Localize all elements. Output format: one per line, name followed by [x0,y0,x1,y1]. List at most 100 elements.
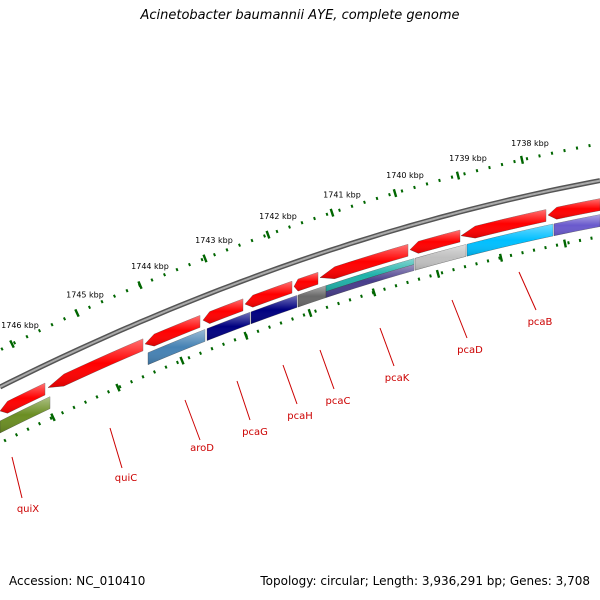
ruler-tick [112,294,117,298]
lower-tick [187,356,191,360]
lower-tick [199,351,202,355]
lower-major-tick [50,413,56,422]
ruler-label: 1740 kbp [386,171,424,180]
ruler-tick [463,172,466,176]
gene-label-leader [379,327,395,367]
ruler-major-tick [455,171,461,180]
lower-tick [291,317,294,321]
ruler-tick [438,178,441,183]
ruler-tick [225,248,229,252]
ruler-tick [500,162,504,167]
lower-tick [337,301,340,306]
lower-tick [14,433,19,437]
gene-feature-quiX-shade [0,396,50,433]
ruler-tick [0,347,4,351]
ruler-tick [188,262,191,267]
lower-tick [210,346,214,351]
gene-feature-red-shade [410,230,460,254]
lower-tick [49,416,53,420]
lower-tick [152,370,157,374]
genome-stats-text: Topology: circular; Length: 3,936,291 bp… [260,574,590,588]
lower-tick [302,313,306,317]
gene-label-leader [11,456,23,499]
ruler-tick [350,204,354,208]
gene-feature-red-shade [294,272,318,292]
lower-tick [268,325,271,329]
ruler-label: 1745 kbp [66,290,104,299]
lower-tick [256,329,260,334]
lower-tick [95,395,99,399]
gene-feature-pcaK-shade [326,258,414,292]
ruler-tick [25,334,29,339]
lower-tick [486,259,490,263]
lower-tick [383,287,386,291]
ruler-label: 1738 kbp [511,139,549,148]
ruler-tick [575,146,579,150]
ruler-major-tick [392,188,398,198]
lower-major-tick [498,253,504,262]
lower-tick [176,360,179,365]
gene-label-leader [184,399,201,441]
gene-features [0,198,600,434]
ruler-tick [100,299,104,304]
ruler-label: 1746 kbp [1,321,39,330]
ruler-tick [413,185,416,190]
ruler-tick [588,143,591,148]
ruler-tick [288,225,291,229]
ruler-tick [325,212,329,217]
ruler-tick [488,165,491,170]
gene-feature-red-shade [48,338,143,388]
gene-label-leader [109,427,123,469]
lower-major-tick [307,308,313,318]
lower-major-tick [435,269,441,279]
lower-tick [314,309,317,313]
lower-tick [360,294,363,298]
ruler-tick [163,273,166,277]
ruler-tick [213,252,216,257]
gene-feature-red-shade [245,281,292,308]
gene-label-pcaB: pcaB [528,317,553,328]
lower-tick [26,427,30,431]
lower-tick [141,375,145,379]
lower-tick [72,405,76,410]
ruler-tick [238,243,241,247]
ruler-tick [37,328,42,333]
lower-major-tick [563,239,567,248]
ruler-tick [450,175,454,179]
lower-tick [106,390,111,394]
lower-tick [60,410,65,415]
ruler-major-tick [137,280,143,290]
ruler-tick [150,278,154,282]
ruler-tick [87,305,92,310]
ruler-tick [250,238,254,243]
ruler-label: 1744 kbp [131,262,169,271]
ruler-tick [125,288,129,293]
gene-feature-next-shade [554,214,600,236]
lower-tick [325,305,329,310]
ruler-tick [388,192,391,197]
lower-tick [475,262,478,266]
ruler-label: 1743 kbp [195,236,233,245]
ruler-tick [50,322,54,327]
gene-feature-red-shade [0,383,45,414]
lower-tick [578,238,582,243]
lower-major-tick [179,356,185,365]
lower-tick [348,298,352,302]
ruler-tick [513,159,516,164]
ruler-major-tick [265,230,271,239]
lower-tick [555,243,559,247]
map-title: Acinetobacter baumannii AYE, complete ge… [140,8,460,23]
gene-label-quiX: quiX [17,504,39,515]
lower-tick [279,321,283,325]
ruler-major-tick [74,308,80,318]
lower-tick [129,379,134,384]
lower-tick [521,251,524,255]
lower-tick [3,438,7,443]
ruler-tick [338,208,341,212]
ruler-tick [400,189,404,193]
gene-feature-pcaG-shade [207,312,250,341]
gene-feature-red-shade [320,244,408,279]
lower-tick [118,384,122,389]
